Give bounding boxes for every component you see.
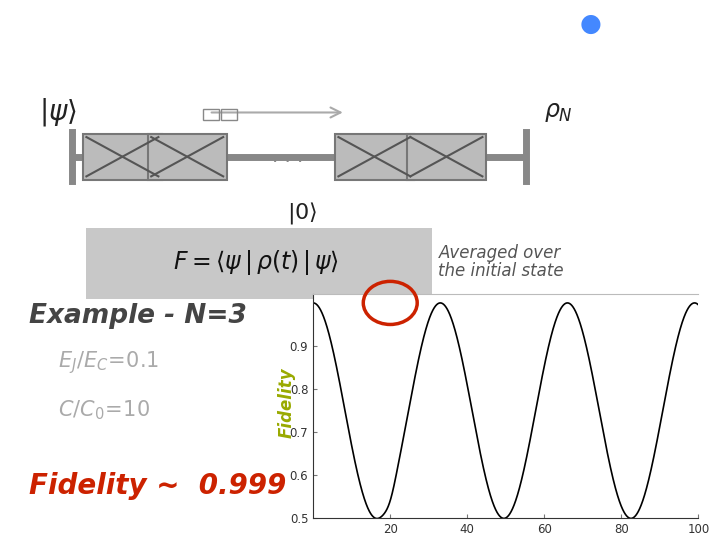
Text: $F = \langle\psi\,|\,\rho(t)\,|\,\psi\rangle$: $F = \langle\psi\,|\,\rho(t)\,|\,\psi\ra… <box>173 248 338 277</box>
Text: NEST: NEST <box>536 14 601 35</box>
Text: Example - N=3: Example - N=3 <box>29 303 247 329</box>
FancyArrowPatch shape <box>212 107 341 118</box>
Text: $|\psi\rangle$: $|\psi\rangle$ <box>39 97 76 129</box>
Bar <box>221 109 237 120</box>
Bar <box>83 134 162 180</box>
Text: $\rho_N$: $\rho_N$ <box>544 100 572 125</box>
Text: the initial state: the initial state <box>438 262 563 280</box>
Text: ●: ● <box>580 12 601 36</box>
Text: . . .: . . . <box>272 147 304 166</box>
Text: Averaged over: Averaged over <box>439 244 562 261</box>
Bar <box>148 134 227 180</box>
Text: Fidelity ~  0.999: Fidelity ~ 0.999 <box>29 472 286 500</box>
Text: $C/C_0\!=\!10$: $C/C_0\!=\!10$ <box>58 398 150 422</box>
Text: $E_J/E_C\!=\!0.1$: $E_J/E_C\!=\!0.1$ <box>58 350 159 376</box>
Text: $|0\rangle$: $|0\rangle$ <box>287 200 318 226</box>
Bar <box>203 109 219 120</box>
Bar <box>335 134 414 180</box>
Text: Fidelity: Fidelity <box>278 367 296 438</box>
Bar <box>407 134 486 180</box>
Bar <box>86 228 432 299</box>
